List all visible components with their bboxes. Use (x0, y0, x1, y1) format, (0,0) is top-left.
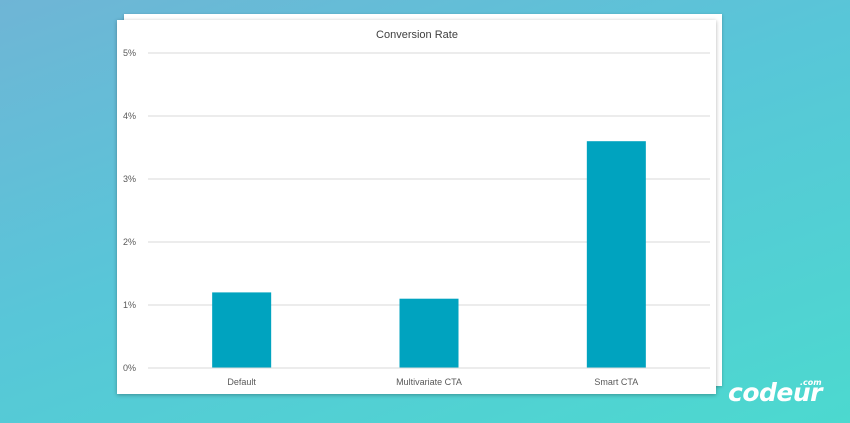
codeur-logo: codeur .com (728, 376, 824, 412)
y-tick-label: 0% (123, 363, 136, 373)
y-tick-label: 2% (123, 237, 136, 247)
x-axis-tick-labels: Default Multivariate CTA Smart CTA (227, 377, 638, 387)
logo-wordmark: codeur (728, 378, 822, 407)
bar-smart-cta (586, 141, 646, 368)
y-tick-label: 1% (123, 300, 136, 310)
bars (212, 141, 646, 368)
y-axis-tick-labels: 0% 1% 2% 3% 4% 5% (123, 48, 136, 373)
bar-default (212, 292, 272, 368)
chart-sheet: Conversion Rate 0% 1% 2% 3% 4% 5% Default Mult… (117, 20, 716, 394)
x-tick-label: Default (227, 377, 256, 387)
bar-chart: Conversion Rate 0% 1% 2% 3% 4% 5% Default Mult… (123, 29, 710, 387)
y-tick-label: 5% (123, 48, 136, 58)
x-tick-label: Smart CTA (594, 377, 638, 387)
logo-dotcom: .com (800, 378, 822, 387)
y-tick-label: 4% (123, 111, 136, 121)
bar-multivariate-cta (399, 298, 459, 368)
chart-title: Conversion Rate (376, 29, 458, 41)
x-tick-label: Multivariate CTA (396, 377, 462, 387)
y-tick-label: 3% (123, 174, 136, 184)
